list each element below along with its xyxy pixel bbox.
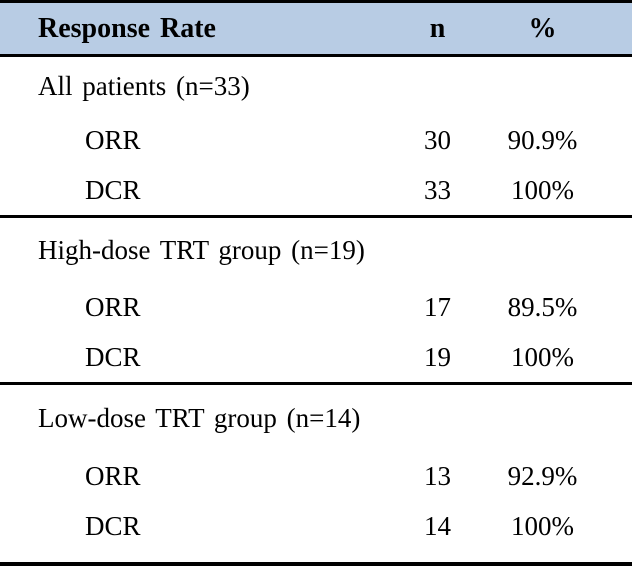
table-row: DCR 33 100% [0,165,632,215]
row-n-value: 33 [424,174,451,205]
table-row: DCR 14 100% [0,501,632,551]
row-label: DCR [85,341,141,372]
row-percent-value: 90.9% [507,124,578,155]
group-row-all-patients: All patients (n=33) [0,57,632,115]
column-header-response-rate: Response Rate [38,12,216,44]
table-row: ORR 17 89.5% [0,282,632,332]
table-row: DCR 19 100% [0,332,632,382]
row-percent-value: 89.5% [507,291,578,322]
row-n-value: 14 [424,510,451,541]
table-row: ORR 13 92.9% [0,451,632,501]
section-divider [0,215,632,218]
group-label: Low-dose TRT group (n=14) [38,402,361,433]
row-n-value: 17 [424,291,451,322]
bottom-spacer [0,551,632,562]
row-percent-value: 100% [511,174,574,205]
column-header-percent: % [528,12,557,44]
group-row-high-dose: High-dose TRT group (n=19) [0,218,632,282]
section-divider [0,382,632,385]
row-n-value: 19 [424,341,451,372]
table-top-border [0,0,632,3]
table-header-row: Response Rate n % [0,3,632,54]
row-percent-value: 92.9% [507,460,578,491]
row-label: ORR [85,460,141,491]
row-n-value: 13 [424,460,451,491]
column-header-n: n [429,12,446,44]
row-percent-value: 100% [511,510,574,541]
row-percent-value: 100% [511,341,574,372]
table-row: ORR 30 90.9% [0,115,632,165]
row-label: ORR [85,124,141,155]
row-label: DCR [85,510,141,541]
row-label: DCR [85,174,141,205]
group-label: All patients (n=33) [38,70,250,101]
table-bottom-border [0,562,632,566]
group-label: High-dose TRT group (n=19) [38,234,365,265]
header-bottom-border [0,54,632,57]
row-label: ORR [85,291,141,322]
group-row-low-dose: Low-dose TRT group (n=14) [0,385,632,451]
row-n-value: 30 [424,124,451,155]
